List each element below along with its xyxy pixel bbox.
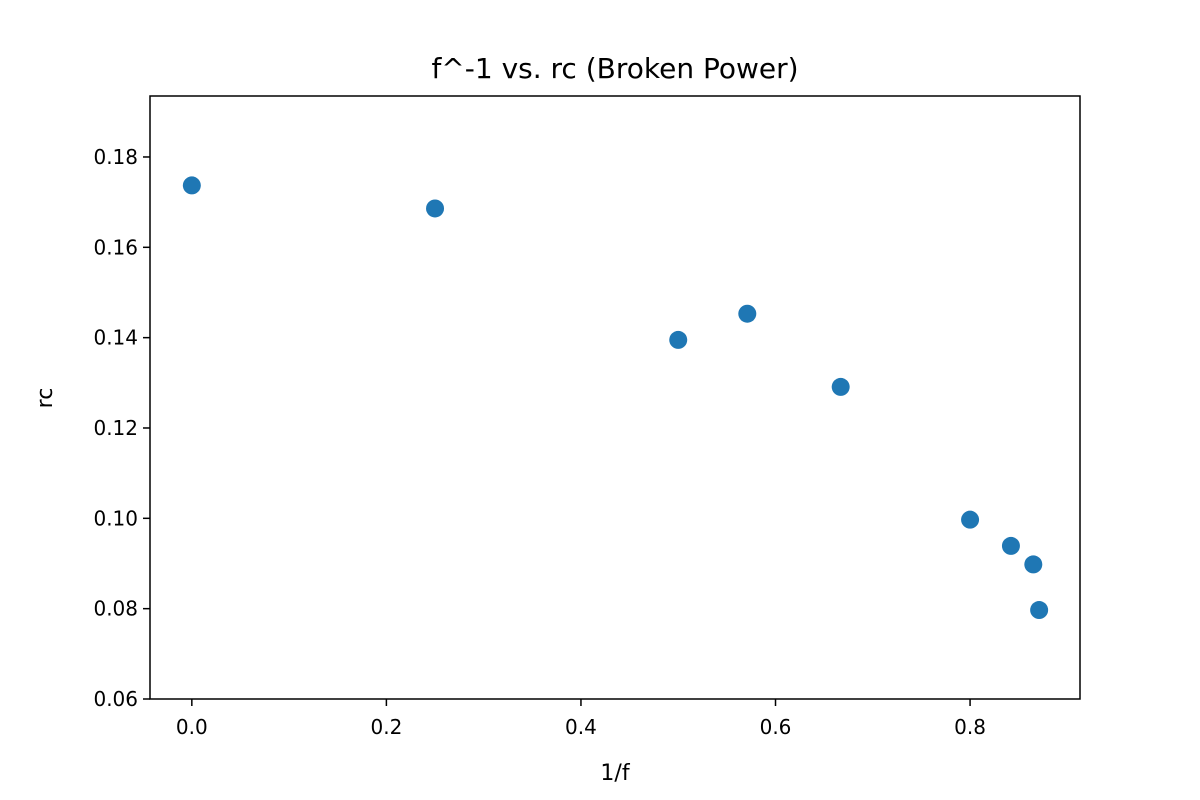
data-points (182, 176, 1049, 620)
y-tick-label: 0.12 (93, 416, 138, 440)
x-axis-ticks: 0.0 0.2 0.4 0.6 0.8 (176, 699, 986, 739)
y-tick-label: 0.10 (93, 506, 138, 530)
data-point (738, 304, 757, 323)
data-point (1001, 536, 1020, 555)
x-tick-label: 0.2 (370, 715, 402, 739)
data-point (182, 176, 201, 195)
data-point (1024, 555, 1043, 574)
y-tick-label: 0.16 (93, 235, 138, 259)
y-tick-label: 0.06 (93, 687, 138, 711)
y-tick-label: 0.18 (93, 145, 138, 169)
x-tick-label: 0.4 (565, 715, 597, 739)
data-point (669, 330, 688, 349)
y-axis-label: rc (33, 388, 58, 409)
y-axis-ticks: 0.06 0.08 0.10 0.12 0.14 0.16 0.18 (93, 145, 150, 711)
data-point (961, 510, 980, 529)
y-tick-label: 0.14 (93, 326, 138, 350)
x-tick-label: 0.6 (760, 715, 792, 739)
x-tick-label: 0.0 (176, 715, 208, 739)
plot-frame (149, 95, 1081, 700)
data-point (1030, 601, 1049, 620)
chart-title: f^-1 vs. rc (Broken Power) (431, 52, 798, 85)
y-tick-label: 0.08 (93, 597, 138, 621)
data-point (831, 377, 850, 396)
x-axis-label: 1/f (600, 761, 630, 786)
data-point (426, 199, 445, 218)
x-tick-label: 0.8 (954, 715, 986, 739)
